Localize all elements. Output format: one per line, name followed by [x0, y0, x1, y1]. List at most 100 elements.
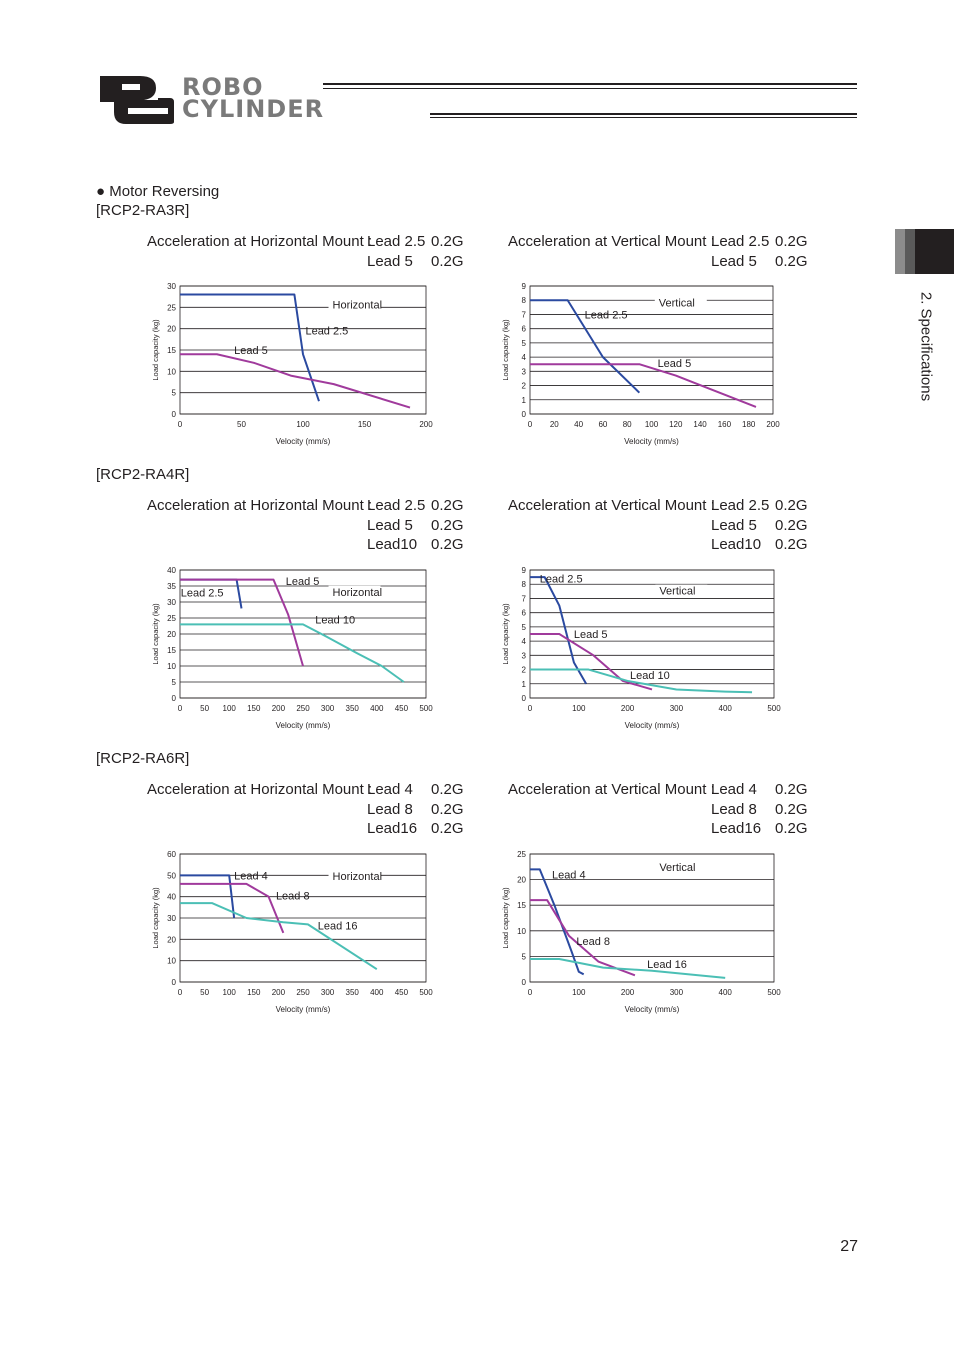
y-tick-label: 9 — [522, 282, 527, 291]
plot-frame — [529, 853, 775, 983]
y-tick-label: 3 — [522, 367, 527, 376]
caption-lead: Lead 8 — [711, 800, 757, 818]
y-axis-label: Load capacity (kg) — [501, 887, 510, 949]
x-tick-label: 50 — [200, 988, 209, 997]
section-title: ● Motor Reversing — [96, 183, 220, 200]
series-label: Lead 16 — [318, 920, 358, 932]
caption-lead: Lead 5 — [711, 516, 757, 534]
y-tick-label: 1 — [522, 396, 527, 405]
x-axis-label: Velocity (mm/s) — [276, 721, 331, 730]
x-tick-label: 50 — [200, 704, 209, 713]
y-tick-label: 8 — [522, 580, 527, 589]
y-tick-label: 8 — [522, 296, 527, 305]
y-tick-label: 10 — [517, 927, 526, 936]
y-tick-label: 60 — [167, 850, 176, 859]
x-tick-label: 150 — [358, 420, 372, 429]
caption-lead: Lead 5 — [367, 516, 413, 534]
y-tick-label: 15 — [517, 901, 526, 910]
x-tick-label: 400 — [370, 988, 384, 997]
x-tick-label: 450 — [395, 988, 409, 997]
y-tick-label: 30 — [167, 914, 176, 923]
series-line-lead-10 — [180, 623, 405, 683]
caption-title: Acceleration at Vertical Mount : — [508, 497, 715, 514]
caption-lead: Lead 4 — [367, 781, 413, 798]
y-tick-label: 0 — [172, 410, 177, 419]
y-tick-label: 20 — [167, 325, 176, 334]
chart-title: Vertical — [659, 585, 695, 597]
series-label: Lead 2.5 — [540, 574, 583, 586]
chart-ra3r-vertical: 0 1 2 3 4 5 6 7 8 9 0 20 40 60 80 100 120 140 160 180 200 Vel… — [501, 282, 780, 446]
x-tick-label: 200 — [272, 988, 286, 997]
caption-lead: Lead 5 — [711, 252, 757, 270]
y-tick-label: 15 — [167, 646, 176, 655]
caption-accel: 0.2G — [775, 781, 808, 798]
series-line-lead-10 — [530, 668, 753, 694]
y-tick-label: 0 — [522, 694, 527, 703]
series-label: Lead 10 — [630, 670, 670, 682]
caption-title: Acceleration at Horizontal Mount : — [147, 497, 373, 514]
plot-frame — [179, 569, 427, 699]
x-tick-label: 200 — [419, 420, 433, 429]
chart-title-backing — [655, 860, 708, 874]
series-line-lead-4 — [530, 868, 585, 976]
chart-title-backing — [328, 869, 381, 883]
x-tick-label: 200 — [621, 704, 635, 713]
y-tick-label: 7 — [522, 310, 527, 319]
x-tick-label: 160 — [718, 420, 732, 429]
caption-lead: Lead 5 — [367, 252, 413, 270]
y-tick-label: 50 — [167, 871, 176, 880]
caption-ra6r-vertical: Acceleration at Vertical Mount : — [508, 780, 715, 799]
chart-ra6r-horizontal: 0 10 20 30 40 50 60 0 50 100 150 200 250 300 350 400 450… — [151, 850, 433, 1014]
x-axis-label: Velocity (mm/s) — [625, 1005, 680, 1014]
caption-accel: 0.2G — [431, 497, 464, 514]
section-tab-marker-dark — [915, 229, 954, 274]
caption-accel: 0.2G — [431, 781, 464, 798]
x-tick-label: 0 — [528, 420, 533, 429]
y-tick-label: 5 — [522, 339, 527, 348]
page-number: 27 — [840, 1238, 858, 1255]
y-tick-label: 25 — [167, 614, 176, 623]
x-axis-label: Velocity (mm/s) — [276, 1005, 331, 1014]
y-tick-label: 25 — [517, 850, 526, 859]
x-tick-label: 150 — [247, 704, 261, 713]
y-tick-label: 1 — [522, 680, 527, 689]
caption-accel: 0.2G — [431, 800, 464, 818]
series-line-lead-5 — [530, 633, 653, 691]
series-label: Lead 4 — [552, 869, 586, 881]
series-line-lead-2.5 — [530, 299, 641, 394]
caption-lead: Lead 2.5 — [711, 233, 770, 250]
caption-accel: 0.2G — [775, 252, 808, 270]
series-label: Lead 2.5 — [305, 325, 348, 337]
chart-title: Horizontal — [333, 300, 383, 312]
plot-frame — [179, 285, 427, 415]
caption-ra3r-horizontal: Acceleration at Horizontal Mount : — [147, 232, 372, 251]
logo-wordmark-line2: CYLINDER — [182, 95, 325, 123]
x-axis-label: Velocity (mm/s) — [276, 437, 331, 446]
series-label: Lead 2.5 — [585, 309, 628, 321]
chart-title-backing — [328, 298, 381, 312]
x-tick-label: 300 — [321, 704, 335, 713]
caption-accel: 0.2G — [431, 536, 464, 553]
x-axis-label: Velocity (mm/s) — [625, 721, 680, 730]
x-tick-label: 350 — [346, 988, 360, 997]
caption-ra3r-horizontal-rows: Lead 2.5 0.2G Lead 5 0.2G — [367, 232, 464, 271]
caption-accel: 0.2G — [775, 233, 808, 250]
chart-ra6r-vertical: 0 5 10 15 20 25 0 100 200 300 400 500 Velocity (mm/s… — [501, 850, 781, 1014]
x-tick-label: 200 — [766, 420, 780, 429]
series-line-lead-5 — [530, 363, 757, 408]
x-tick-label: 100 — [223, 704, 237, 713]
caption-accel: 0.2G — [775, 516, 808, 534]
x-tick-label: 100 — [645, 420, 659, 429]
y-tick-label: 30 — [167, 282, 176, 291]
x-tick-label: 200 — [272, 704, 286, 713]
chart-title-backing — [654, 296, 707, 310]
x-tick-label: 0 — [178, 420, 183, 429]
x-tick-label: 400 — [719, 988, 733, 997]
caption-ra3r-vertical: Acceleration at Vertical Mount : — [508, 232, 715, 251]
y-tick-label: 2 — [522, 666, 527, 675]
series-label: Lead 5 — [286, 576, 320, 588]
y-axis-label: Load capacity (kg) — [151, 319, 160, 381]
y-tick-label: 20 — [167, 935, 176, 944]
caption-ra6r-horizontal: Acceleration at Horizontal Mount : — [147, 780, 372, 799]
